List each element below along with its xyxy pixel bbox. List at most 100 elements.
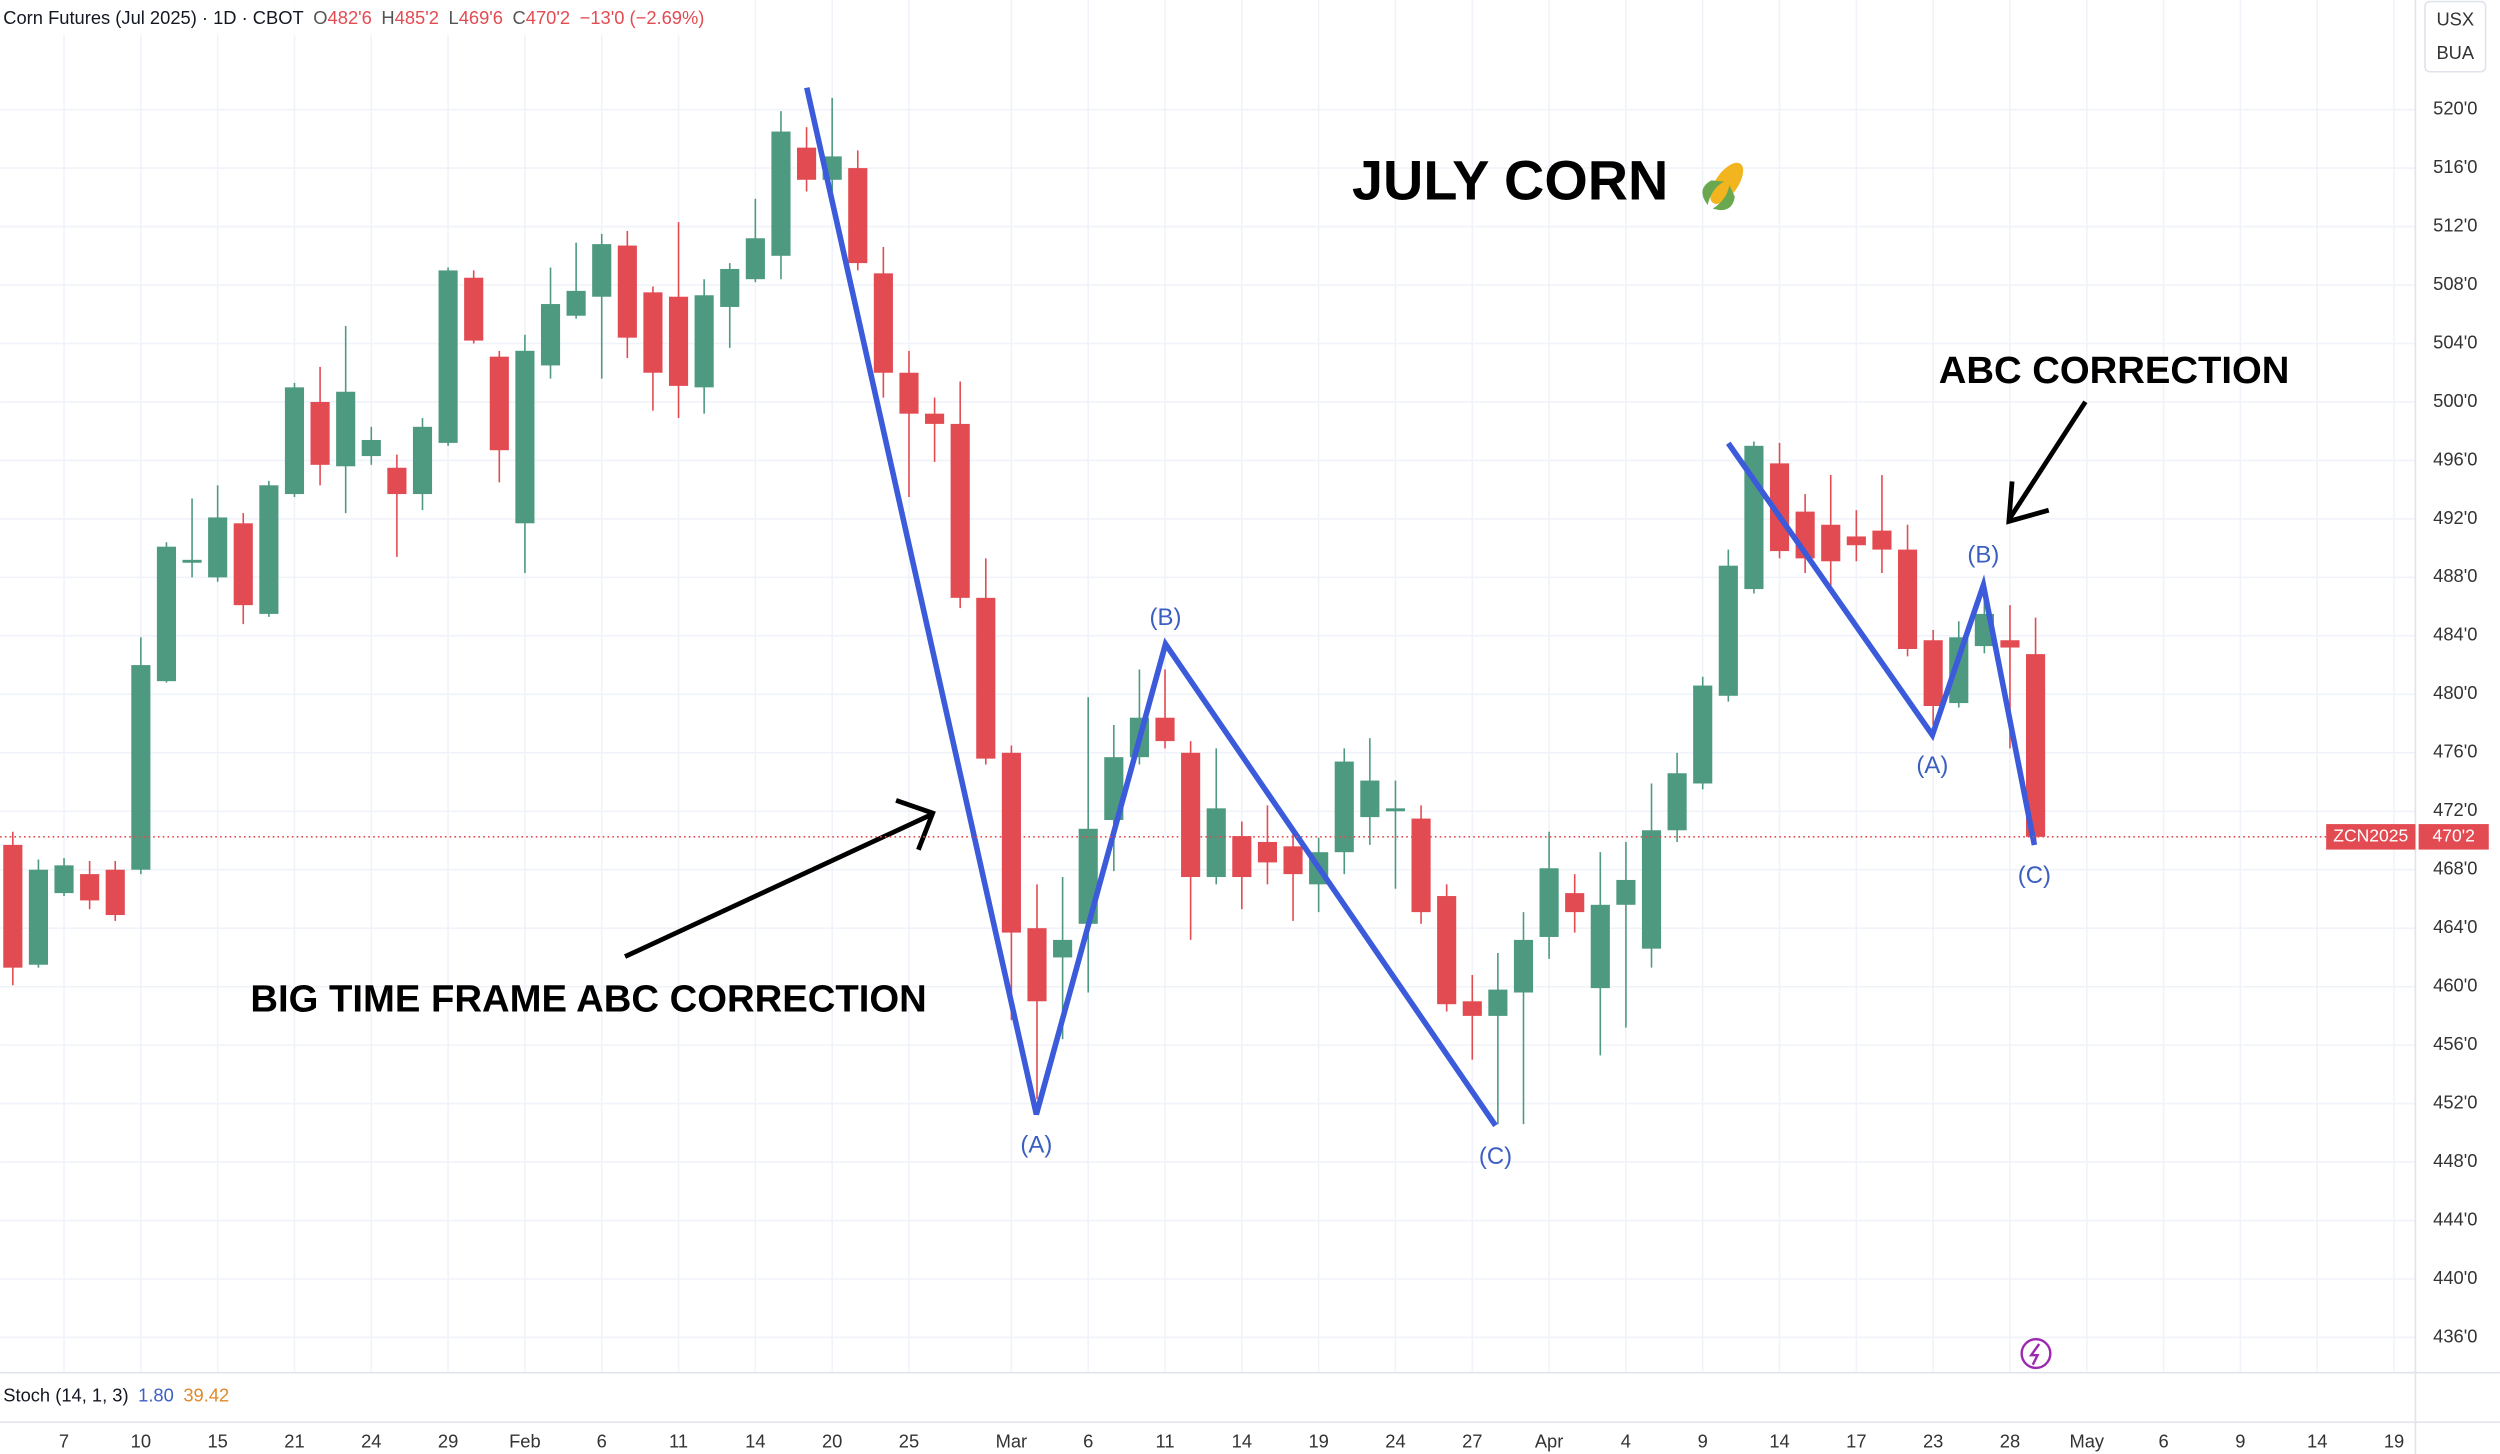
y-tick-label: 496'0 bbox=[2433, 448, 2477, 469]
x-tick-label: 9 bbox=[2235, 1431, 2245, 1452]
unit-box[interactable] bbox=[2424, 0, 2487, 73]
x-tick-label: 14 bbox=[1232, 1431, 1252, 1452]
candle-body bbox=[54, 865, 74, 894]
ohlc-value: 469'6 bbox=[459, 7, 503, 28]
wave-label: (A) bbox=[1916, 752, 1948, 779]
candle-body bbox=[745, 238, 765, 280]
x-axis: 7 10 15 21 24 29 Feb 6 11 14 20 25 Mar 6 11 14 19 24 27 Apr… bbox=[59, 1431, 2404, 1452]
x-tick-label: Apr bbox=[1535, 1431, 1564, 1452]
candle-body bbox=[694, 295, 714, 388]
candle-body bbox=[464, 277, 484, 341]
candle-body bbox=[105, 869, 125, 916]
y-tick-label: 456'0 bbox=[2433, 1033, 2477, 1054]
candle-body bbox=[2000, 640, 2020, 648]
candle-body bbox=[848, 168, 868, 264]
x-tick-label: 24 bbox=[1385, 1431, 1405, 1452]
y-tick-label: 512'0 bbox=[2433, 214, 2477, 235]
candle-body bbox=[310, 401, 330, 465]
y-tick-label: 460'0 bbox=[2433, 975, 2477, 996]
candle-body bbox=[387, 467, 407, 495]
x-tick-label: 19 bbox=[2384, 1431, 2404, 1452]
candle-body bbox=[1232, 836, 1252, 878]
candle-body bbox=[1206, 808, 1226, 878]
candle-body bbox=[2026, 654, 2046, 837]
y-tick-label: 464'0 bbox=[2433, 916, 2477, 937]
x-tick-label: 6 bbox=[1083, 1431, 1093, 1452]
x-tick-label: 10 bbox=[131, 1431, 151, 1452]
candle-body bbox=[540, 304, 561, 366]
candle-body bbox=[361, 439, 381, 457]
indicator-title: Stoch (14, 1, 3) bbox=[3, 1384, 128, 1405]
x-tick-label: 19 bbox=[1308, 1431, 1328, 1452]
indicator-name: Stoch (14, 1, 3) 1.80 39.42 bbox=[3, 1384, 229, 1405]
y-tick-label: 440'0 bbox=[2433, 1267, 2477, 1288]
wave-line bbox=[1726, 441, 2038, 846]
headline: JULY CORN bbox=[1352, 149, 1668, 212]
candle-body bbox=[1283, 846, 1303, 875]
x-tick-label: 28 bbox=[2000, 1431, 2020, 1452]
x-tick-label: 11 bbox=[669, 1431, 688, 1452]
candle-body bbox=[1693, 685, 1713, 784]
x-tick-label: Mar bbox=[996, 1431, 1028, 1452]
unit-label: USX bbox=[2436, 9, 2474, 30]
candle-body bbox=[1027, 928, 1047, 1002]
x-tick-label: 20 bbox=[822, 1431, 842, 1452]
candle-body bbox=[412, 426, 433, 495]
candle-body bbox=[1257, 841, 1278, 863]
candle-body bbox=[566, 290, 586, 316]
candle-body bbox=[489, 356, 509, 451]
candle-body bbox=[1104, 757, 1124, 821]
y-tick-label: 472'0 bbox=[2433, 799, 2477, 820]
candle-body bbox=[925, 413, 945, 424]
alert-icon-bolt bbox=[2028, 1343, 2041, 1366]
ohlc-value: 482'6 bbox=[328, 7, 372, 28]
y-tick-label: 452'0 bbox=[2433, 1091, 2477, 1112]
wave-label: (B) bbox=[1967, 542, 1999, 569]
candle-body bbox=[1539, 868, 1559, 937]
symbol-tag bbox=[2326, 824, 2416, 850]
y-tick-label: 492'0 bbox=[2433, 507, 2477, 528]
annotation: BIG TIME FRAME ABC CORRECTION bbox=[250, 977, 926, 1020]
ohlc-key: O bbox=[313, 7, 327, 28]
candle-body bbox=[1385, 808, 1406, 812]
x-tick-label: 23 bbox=[1923, 1431, 1943, 1452]
candle-body bbox=[1846, 536, 1866, 546]
candle-body bbox=[1949, 637, 1969, 704]
candle-body bbox=[1667, 773, 1687, 831]
x-tick-label: 27 bbox=[1462, 1431, 1482, 1452]
candle-body bbox=[1360, 780, 1380, 818]
x-tick-label: 11 bbox=[1156, 1431, 1175, 1452]
candle-body bbox=[1872, 530, 1892, 550]
candle-body bbox=[1053, 939, 1073, 958]
y-tick-label: 520'0 bbox=[2433, 97, 2477, 118]
candle-body bbox=[1001, 752, 1021, 933]
price-tag bbox=[2418, 824, 2489, 850]
y-tick-label: 504'0 bbox=[2433, 331, 2477, 352]
x-tick-label: 14 bbox=[1769, 1431, 1789, 1452]
candle-body bbox=[1513, 939, 1534, 993]
x-tick-label: 9 bbox=[1698, 1431, 1708, 1452]
y-tick-label: 436'0 bbox=[2433, 1325, 2477, 1346]
x-tick-label: 15 bbox=[207, 1431, 227, 1452]
candle-body bbox=[617, 245, 637, 338]
y-tick-label: 508'0 bbox=[2433, 273, 2477, 294]
arrow bbox=[2006, 400, 2088, 525]
candle-body bbox=[1821, 524, 1841, 562]
ohlc-key: H bbox=[381, 7, 394, 28]
candle-body bbox=[1641, 830, 1662, 949]
candle-body bbox=[1565, 893, 1585, 913]
change: −13'0 (−2.69%) bbox=[580, 7, 705, 28]
candle-body bbox=[771, 131, 791, 256]
candle-body bbox=[1590, 904, 1610, 989]
candle-body bbox=[28, 869, 48, 965]
ohlc-key: L bbox=[449, 7, 459, 28]
candle-body bbox=[208, 517, 228, 578]
indicator-value: 39.42 bbox=[183, 1384, 229, 1405]
candle-body bbox=[796, 147, 817, 180]
alert-icon[interactable] bbox=[2020, 1338, 2052, 1370]
candle-body bbox=[873, 273, 893, 373]
symbol-label: ZCN2025 bbox=[2333, 825, 2408, 845]
y-axis: 436'0 440'0 444'0 448'0 452'0 456'0 460'0 464'0… bbox=[2433, 97, 2477, 1346]
candle-body bbox=[182, 559, 202, 563]
candle-body bbox=[668, 296, 689, 386]
